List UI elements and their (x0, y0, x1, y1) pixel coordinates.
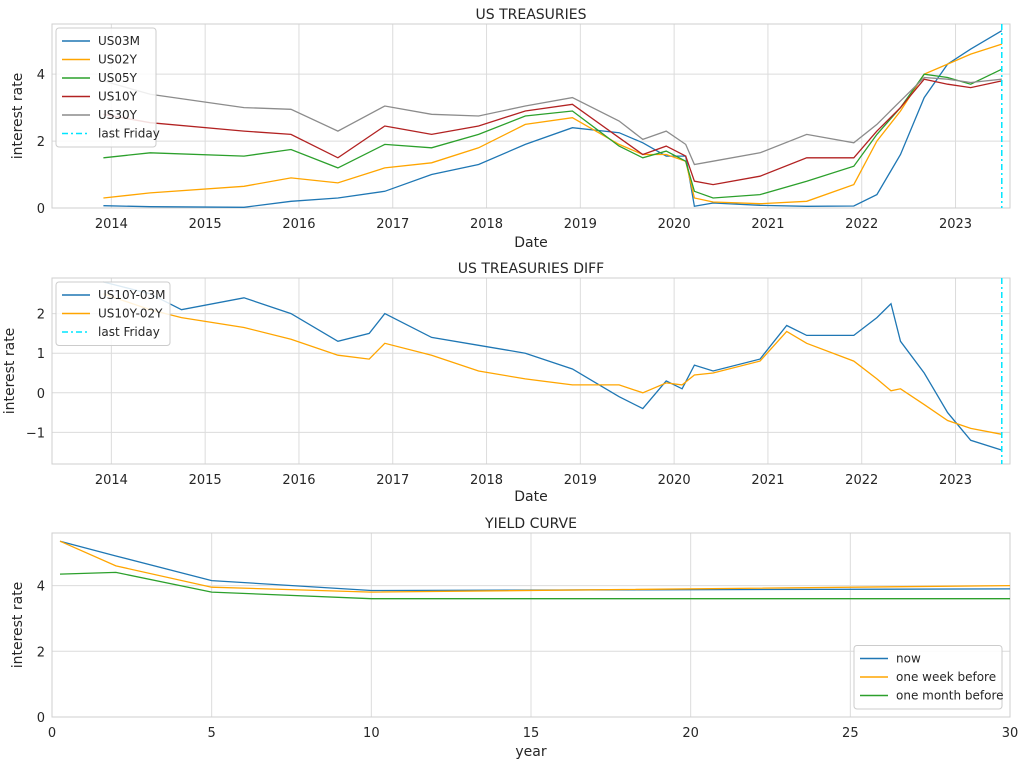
x-tick-label: 10 (363, 726, 380, 741)
y-tick-label: 0 (37, 202, 45, 217)
chart-3: 0 5 10 15 20 25 30 0 2 4 YIELD CURVE year interest r… (10, 516, 1018, 760)
legend-label: US02Y (98, 53, 138, 67)
y-tick-label: 0 (37, 711, 45, 726)
x-tick-label: 25 (842, 726, 859, 741)
x-tick-label: 2015 (189, 217, 222, 232)
x-tick-label: 2016 (282, 217, 315, 232)
series-line-us30y (103, 76, 1002, 166)
x-tick-label: 2019 (564, 473, 597, 488)
y-tick-label: 0 (37, 387, 45, 402)
x-axis-label: Date (514, 489, 547, 505)
x-axis-label: year (515, 744, 546, 760)
y-tick-label: 4 (37, 580, 45, 595)
x-tick-label: 2022 (845, 217, 878, 232)
plot-frame (51, 277, 1011, 465)
legend: US10Y-03M US10Y-02Y last Friday (55, 281, 171, 346)
series-line-us10y-03m (103, 281, 1002, 451)
x-tick-label: 2017 (376, 473, 409, 488)
plot-area (103, 281, 1002, 451)
chart-title: YIELD CURVE (484, 516, 577, 532)
plot-frame (51, 532, 1011, 718)
legend-label: last Friday (98, 325, 160, 339)
chart-title: US TREASURIES (475, 7, 586, 23)
x-tick-label: 2019 (564, 217, 597, 232)
x-tick-label: 2021 (751, 217, 784, 232)
x-tick-label: 20 (682, 726, 699, 741)
y-axis-label: interest rate (10, 73, 26, 160)
x-tick-label: 2020 (658, 217, 691, 232)
series-line-now (59, 540, 1010, 592)
x-tick-label: 2018 (470, 217, 503, 232)
legend-label: one month before (896, 689, 1004, 703)
series-line-us10y-02y (103, 293, 1002, 435)
x-tick-label: 2018 (470, 473, 503, 488)
x-tick-label: 2020 (658, 473, 691, 488)
x-tick-label: 2023 (939, 217, 972, 232)
series-line-one-week-before (59, 540, 1010, 593)
series-line-us03m (103, 30, 1003, 208)
grid (52, 278, 1010, 464)
legend-box (55, 27, 157, 148)
x-tick-label: 2014 (95, 217, 128, 232)
x-tick-label: 2022 (845, 473, 878, 488)
x-tick-label: 2021 (751, 473, 784, 488)
series-line-us02y (103, 43, 1002, 205)
legend-label: one week before (896, 670, 996, 684)
x-tick-label: 15 (523, 726, 540, 741)
x-tick-label: 0 (48, 726, 56, 741)
legend-label: US03M (98, 34, 140, 48)
x-tick-label: 2014 (95, 473, 128, 488)
x-tick-label: 2023 (939, 473, 972, 488)
chart-1: 2014 2015 2016 2017 2018 2019 2020 2021 2022 2023… (10, 7, 1011, 251)
plot-area (103, 30, 1003, 208)
plot-frame (51, 23, 1011, 209)
series-line-one-month-before (59, 571, 1010, 600)
y-axis-label: interest rate (10, 582, 26, 669)
y-tick-label: 2 (37, 645, 45, 660)
legend-label: US30Y (98, 108, 138, 122)
x-axis-label: Date (514, 235, 547, 251)
x-tick-label: 2016 (282, 473, 315, 488)
chart-title: US TREASURIES DIFF (458, 261, 604, 277)
legend-box (55, 281, 171, 346)
legend: US03M US02Y US05Y US10Y US30Y last Friday (55, 27, 160, 148)
y-axis-label: interest rate (2, 328, 18, 415)
y-tick-label: 1 (37, 347, 45, 362)
y-tick-label: −1 (26, 426, 45, 441)
series-line-us05y (103, 68, 1003, 199)
legend-label: US10Y (98, 90, 138, 104)
x-tick-label: 2015 (189, 473, 222, 488)
legend-label: last Friday (98, 127, 160, 141)
legend-label: US10Y-02Y (98, 307, 163, 321)
legend: now one week before one month before (853, 645, 1004, 710)
plot-area (59, 540, 1010, 600)
legend-label: US05Y (98, 71, 138, 85)
chart-2: 2014 2015 2016 2017 2018 2019 2020 2021 2022 2023… (2, 261, 1011, 505)
y-tick-label: 2 (37, 135, 45, 150)
y-tick-label: 4 (37, 68, 45, 83)
legend-label: now (896, 652, 921, 666)
x-tick-label: 5 (208, 726, 216, 741)
x-tick-label: 2017 (376, 217, 409, 232)
legend-box (853, 645, 1003, 710)
x-tick-label: 30 (1002, 726, 1019, 741)
legend-label: US10Y-03M (98, 288, 166, 302)
series-line-us10y (103, 78, 1002, 186)
y-tick-label: 2 (37, 308, 45, 323)
